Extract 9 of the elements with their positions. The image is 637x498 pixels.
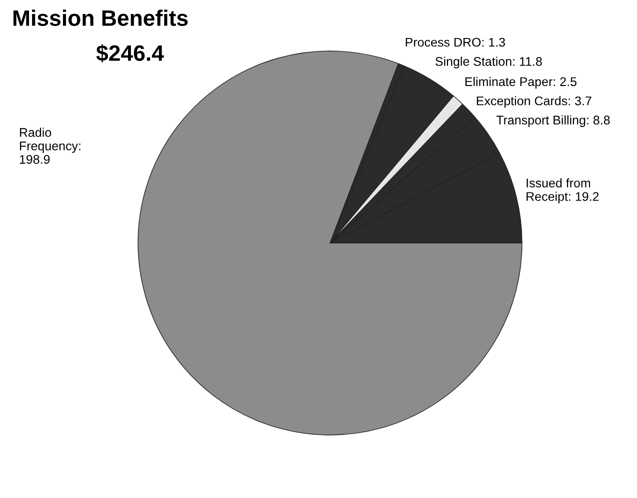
data-label: Transport Billing: 8.8 [496,115,610,127]
chart-subtitle: $246.4 [96,44,164,62]
data-label: Process DRO: 1.3 [406,38,506,47]
data-label: Exception Cards: 3.7 [476,96,592,108]
data-label: Eliminate Paper: 2.5 [465,76,576,89]
chart-title: Mission Benefits [13,10,188,26]
data-label: Radio Frequency: 198.9 [20,128,80,164]
data-label: Single Station: 11.8 [436,56,542,68]
data-label: Issued from Receipt: 19.2 [526,178,599,204]
